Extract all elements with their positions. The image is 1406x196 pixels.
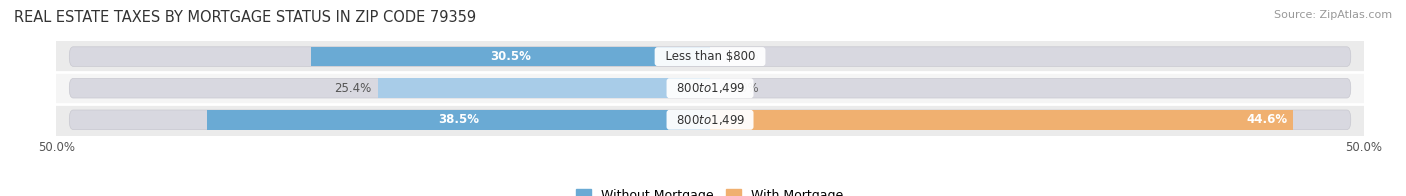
Bar (56, 41, 1364, 72)
FancyBboxPatch shape (69, 78, 1351, 98)
Legend: Without Mortgage, With Mortgage: Without Mortgage, With Mortgage (576, 189, 844, 196)
Bar (56, 104, 1364, 136)
Text: 0.0%: 0.0% (730, 82, 759, 95)
FancyBboxPatch shape (69, 47, 1351, 66)
Text: $800 to $1,499: $800 to $1,499 (669, 81, 751, 95)
Text: Less than $800: Less than $800 (658, 50, 762, 63)
Text: REAL ESTATE TAXES BY MORTGAGE STATUS IN ZIP CODE 79359: REAL ESTATE TAXES BY MORTGAGE STATUS IN … (14, 10, 477, 25)
Text: 30.5%: 30.5% (491, 50, 531, 63)
FancyBboxPatch shape (69, 110, 1351, 130)
Bar (56, 72, 1364, 104)
Text: 44.6%: 44.6% (1247, 113, 1288, 126)
Text: Source: ZipAtlas.com: Source: ZipAtlas.com (1274, 10, 1392, 20)
Bar (207, 110, 710, 130)
Text: $800 to $1,499: $800 to $1,499 (669, 113, 751, 127)
Bar (710, 110, 1294, 130)
Text: 0.0%: 0.0% (730, 50, 759, 63)
Bar (378, 78, 710, 98)
Text: 38.5%: 38.5% (437, 113, 479, 126)
Bar (311, 47, 710, 66)
Text: 25.4%: 25.4% (335, 82, 371, 95)
